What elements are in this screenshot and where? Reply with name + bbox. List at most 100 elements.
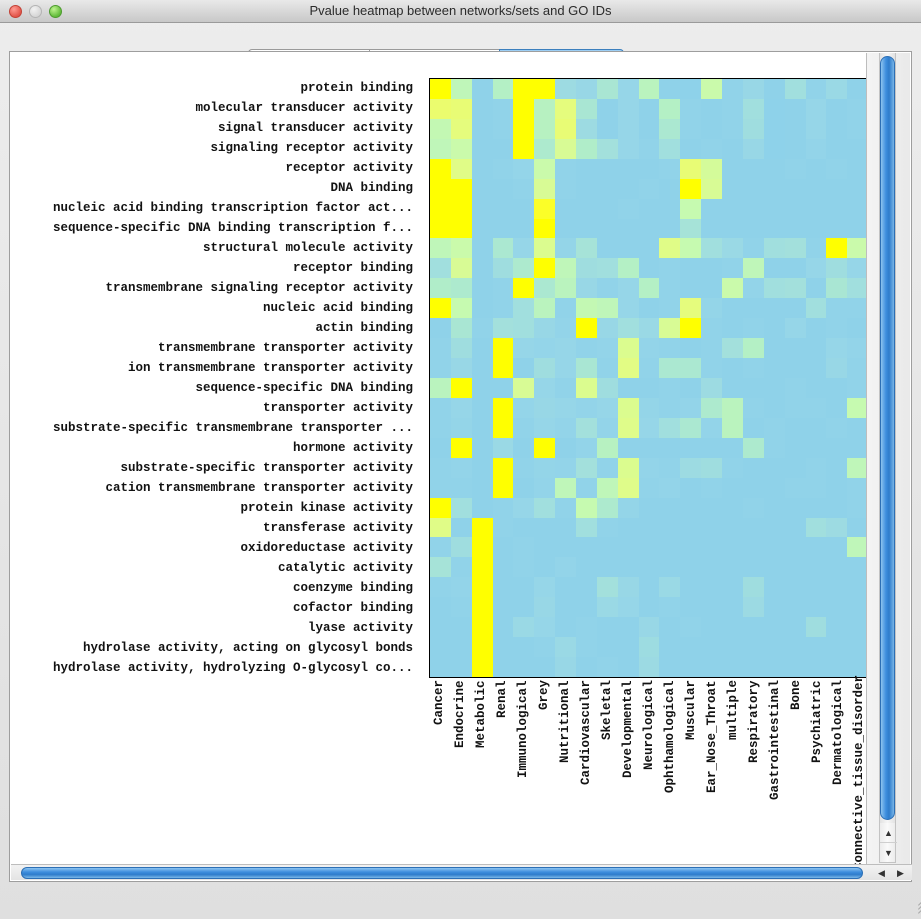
heatmap-cell[interactable] [659,198,681,219]
heatmap-cell[interactable] [471,417,493,438]
heatmap-cell[interactable] [534,138,556,159]
heatmap-cell[interactable] [596,298,618,319]
heatmap-cell[interactable] [659,298,681,319]
heatmap-cell[interactable] [826,597,848,618]
heatmap-cell[interactable] [555,79,577,99]
heatmap-cell[interactable] [826,79,848,99]
heatmap-cell[interactable] [659,457,681,478]
heatmap-cell[interactable] [471,358,493,378]
heatmap-cell[interactable] [763,358,785,378]
heatmap-cell[interactable] [784,417,806,438]
heatmap-cell[interactable] [450,477,472,498]
heatmap-cell[interactable] [492,258,514,279]
heatmap-cell[interactable] [492,158,514,179]
heatmap-cell[interactable] [513,138,535,159]
heatmap-cell[interactable] [534,318,556,339]
heatmap-cell[interactable] [722,338,743,359]
heatmap-cell[interactable] [513,338,535,359]
heatmap-cell[interactable] [805,457,827,478]
heatmap-cell[interactable] [680,457,702,478]
heatmap-cell[interactable] [555,258,577,279]
heatmap-cell[interactable] [742,98,764,119]
heatmap-cell[interactable] [742,517,764,538]
heatmap-cell[interactable] [784,258,806,279]
heatmap-cell[interactable] [492,278,514,299]
heatmap-cell[interactable] [513,377,535,398]
heatmap-cell[interactable] [617,198,639,219]
heatmap-cell[interactable] [555,417,577,438]
heatmap-cell[interactable] [513,477,535,498]
heatmap-cell[interactable] [617,377,639,398]
heatmap-cell[interactable] [826,397,848,418]
heatmap-cell[interactable] [471,437,493,458]
heatmap-cell[interactable] [763,477,785,498]
heatmap-cell[interactable] [722,377,743,398]
heatmap-cell[interactable] [784,557,806,578]
heatmap-cell[interactable] [680,338,702,359]
heatmap-cell[interactable] [450,338,472,359]
heatmap-cell[interactable] [722,198,743,219]
heatmap-cell[interactable] [638,218,660,239]
heatmap-cell[interactable] [638,617,660,638]
heatmap-cell[interactable] [450,158,472,179]
heatmap-cell[interactable] [450,577,472,598]
heatmap-cell[interactable] [492,198,514,219]
heatmap-cell[interactable] [617,138,639,159]
heatmap-cell[interactable] [492,577,514,598]
heatmap-cell[interactable] [742,637,764,658]
heatmap-cell[interactable] [638,98,660,119]
heatmap-cell[interactable] [492,79,514,99]
heatmap-cell[interactable] [763,377,785,398]
heatmap-cell[interactable] [826,457,848,478]
heatmap-cell[interactable] [513,278,535,299]
heatmap-cell[interactable] [638,597,660,618]
heatmap-cell[interactable] [826,138,848,159]
heatmap-cell[interactable] [534,338,556,359]
heatmap-cell[interactable] [847,278,867,299]
heatmap-cell[interactable] [430,218,451,239]
heatmap-cell[interactable] [847,637,867,658]
heatmap-cell[interactable] [722,517,743,538]
heatmap-cell[interactable] [617,218,639,239]
heatmap-cell[interactable] [784,118,806,139]
heatmap-cell[interactable] [430,118,451,139]
heatmap-cell[interactable] [430,377,451,398]
heatmap-cell[interactable] [596,517,618,538]
heatmap-cell[interactable] [638,338,660,359]
heatmap-cell[interactable] [701,178,723,199]
heatmap-cell[interactable] [534,158,556,179]
heatmap-cell[interactable] [555,457,577,478]
heatmap-cell[interactable] [576,517,597,538]
heatmap-cell[interactable] [450,437,472,458]
heatmap-cell[interactable] [638,417,660,438]
heatmap-cell[interactable] [638,158,660,179]
heatmap-cell[interactable] [784,477,806,498]
heatmap-cell[interactable] [742,497,764,518]
heatmap-cell[interactable] [763,98,785,119]
heatmap-cell[interactable] [847,318,867,339]
heatmap-cell[interactable] [722,557,743,578]
heatmap-cell[interactable] [471,138,493,159]
heatmap-cell[interactable] [659,517,681,538]
heatmap-cell[interactable] [659,397,681,418]
heatmap-cell[interactable] [576,138,597,159]
heatmap-cell[interactable] [596,497,618,518]
heatmap-cell[interactable] [534,238,556,259]
heatmap-cell[interactable] [742,318,764,339]
heatmap-cell[interactable] [826,537,848,558]
heatmap-cell[interactable] [513,198,535,219]
heatmap-cell[interactable] [680,397,702,418]
heatmap-cell[interactable] [596,417,618,438]
heatmap-cell[interactable] [638,437,660,458]
heatmap-cell[interactable] [784,537,806,558]
heatmap-cell[interactable] [659,477,681,498]
heatmap-cell[interactable] [701,597,723,618]
heatmap-cell[interactable] [722,577,743,598]
heatmap-cell[interactable] [513,79,535,99]
heatmap-cell[interactable] [805,318,827,339]
heatmap-cell[interactable] [847,138,867,159]
scroll-down-icon[interactable]: ▼ [880,842,897,862]
heatmap-cell[interactable] [638,258,660,279]
heatmap-cell[interactable] [826,258,848,279]
heatmap-cell[interactable] [784,218,806,239]
